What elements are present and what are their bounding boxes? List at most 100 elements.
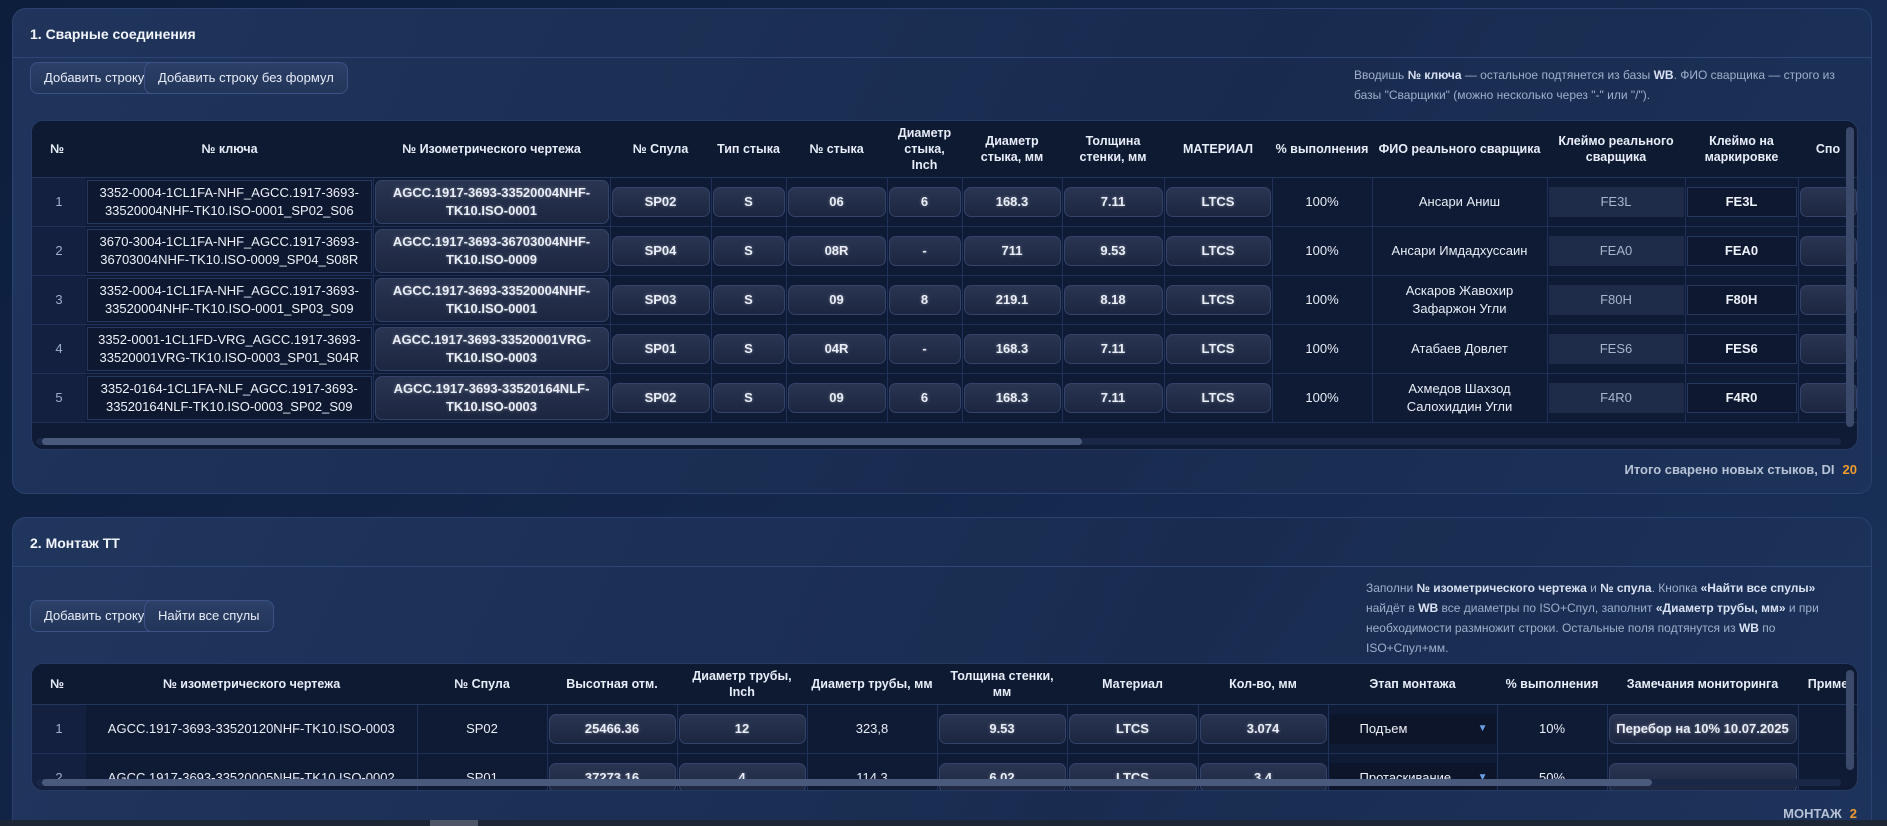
horizontal-scrollbar[interactable] [36,779,1841,786]
cell-welder-stamp[interactable]: FES6 [1548,334,1684,364]
column-header-joint-no: № стыка [786,121,887,178]
cell-diameter-mm[interactable]: 219.1 [963,285,1061,315]
cell-install-stage[interactable]: Протаскивание ▼ [1329,763,1496,790]
cell-marking-stamp[interactable]: FE3L [1686,187,1797,217]
cell-wall-thickness[interactable]: 9.53 [1063,236,1163,266]
column-header-iso-drawing: № Изометрического чертежа [373,121,610,178]
cell-elevation[interactable]: 37273.16 [548,763,676,790]
table-cell: LTCS [1164,275,1273,325]
cell-diameter-inch[interactable]: 6 [888,187,961,217]
cell-quantity[interactable]: 3.4 [1199,763,1327,790]
cell-install-stage[interactable]: Подъем ▼ [1329,714,1496,744]
cell-marking-stamp[interactable]: FES6 [1686,334,1797,364]
cell-wall-thickness[interactable]: 8.18 [1063,285,1163,315]
cell-joint-type[interactable]: S [712,383,785,413]
cell-material[interactable]: LTCS [1165,187,1271,217]
chevron-down-icon[interactable]: ▼ [1477,723,1488,734]
page-scrollbar-thumb[interactable] [430,820,478,826]
cell-welder-stamp[interactable]: F4R0 [1548,383,1684,413]
cell-joint-type[interactable]: S [712,236,785,266]
cell-quantity[interactable]: 3.074 [1199,714,1327,744]
cell-wall-thickness[interactable]: 6.02 [938,763,1066,790]
cell-key[interactable]: 3352-0164-1CL1FA-NLF_AGCC.1917-3693-3352… [87,376,372,420]
cell-marking-stamp[interactable]: F80H [1686,285,1797,315]
cell-spool[interactable]: SP01 [611,334,710,364]
cell-joint-no[interactable]: 06 [787,187,886,217]
cell-diameter-inch[interactable]: 12 [678,714,806,744]
scrollbar-thumb[interactable] [42,779,1652,786]
cell-joint-no[interactable]: 09 [787,285,886,315]
vertical-scrollbar[interactable] [1846,670,1854,770]
cell-num: 4 [55,341,63,356]
cell-joint-type[interactable]: S [712,334,785,364]
cell-joint-type[interactable]: S [712,187,785,217]
scrollbar-thumb[interactable] [42,438,1082,445]
cell-material[interactable]: LTCS [1165,236,1271,266]
cell-spool[interactable]: SP04 [611,236,710,266]
cell-marking-stamp[interactable]: F4R0 [1686,383,1797,413]
cell-iso-drawing[interactable]: AGCC.1917-3693-33520164NLF-TK10.ISO-0003 [374,376,609,420]
table-cell: 8.18 [1062,275,1165,325]
cell-spool[interactable]: SP03 [611,285,710,315]
cell-diameter-mm[interactable]: 168.3 [963,383,1061,413]
vertical-scrollbar[interactable] [1846,127,1854,427]
table-cell: 1 [32,704,86,754]
cell-key[interactable]: 3352-0004-1CL1FA-NHF_AGCC.1917-3693-3352… [87,278,372,322]
cell-key[interactable]: 3670-3004-1CL1FA-NHF_AGCC.1917-3693-3670… [87,229,372,273]
cell-diameter-inch[interactable]: 8 [888,285,961,315]
table-cell: 1 [32,177,86,227]
cell-iso-drawing[interactable]: AGCC.1917-3693-33520004NHF-TK10.ISO-0001 [374,278,609,322]
cell-joint-type[interactable]: S [712,285,785,315]
cell-wall-thickness[interactable]: 7.11 [1063,187,1163,217]
cell-diameter-inch[interactable]: - [888,334,961,364]
cell-diameter-mm[interactable]: 168.3 [963,187,1061,217]
cell-iso-drawing[interactable]: AGCC.1917-3693-36703004NHF-TK10.ISO-0009 [374,229,609,273]
column-header-marking-stamp: Клеймо на маркировке [1685,121,1798,178]
add-row-button[interactable]: Добавить строку [30,600,159,632]
cell-material[interactable]: LTCS [1068,763,1197,790]
cell-material[interactable]: LTCS [1165,383,1271,413]
page-scrollbar[interactable] [0,820,1887,826]
cell-diameter-mm[interactable]: 711 [963,236,1061,266]
cell-material[interactable]: LTCS [1165,334,1271,364]
cell-joint-no[interactable]: 04R [787,334,886,364]
cell-key[interactable]: 3352-0001-1CL1FD-VRG_AGCC.1917-3693-3352… [87,327,372,371]
cell-diameter-mm[interactable]: 168.3 [963,334,1061,364]
cell-completion: 100% [1305,194,1339,209]
horizontal-scrollbar[interactable] [36,438,1841,445]
add-row-button[interactable]: Добавить строку [30,62,159,94]
cell-welder-stamp[interactable]: FE3L [1548,187,1684,217]
cell-monitoring-remarks[interactable] [1608,763,1797,790]
cell-joint-no[interactable]: 09 [787,383,886,413]
table-cell: 3352-0164-1CL1FA-NLF_AGCC.1917-3693-3352… [86,373,374,423]
cell-iso-drawing[interactable]: AGCC.1917-3693-33520004NHF-TK10.ISO-0001 [374,180,609,224]
cell-completion: 100% [1305,341,1339,356]
cell-spool[interactable]: SP02 [611,383,710,413]
cell-joint-no[interactable]: 08R [787,236,886,266]
cell-monitoring-remarks[interactable]: Перебор на 10% 10.07.2025 [1608,714,1797,744]
installation-table: № № изометрического чертежа № Спула Высотна… [31,663,1858,791]
cell-welder-stamp[interactable]: F80H [1548,285,1684,315]
cell-diameter-inch[interactable]: 4 [678,763,806,790]
cell-material[interactable]: LTCS [1165,285,1271,315]
cell-welder-stamp[interactable]: FEA0 [1548,236,1684,266]
cell-marking-stamp[interactable]: FEA0 [1686,236,1797,266]
cell-diameter-inch[interactable]: - [888,236,961,266]
chevron-down-icon[interactable]: ▼ [1477,772,1488,783]
cell-wall-thickness[interactable]: 7.11 [1063,334,1163,364]
add-row-no-formulas-button[interactable]: Добавить строку без формул [144,62,348,94]
table-cell: 06 [786,177,888,227]
cell-spool[interactable]: SP02 [611,187,710,217]
cell-iso-drawing[interactable]: AGCC.1917-3693-33520001VRG-TK10.ISO-0003 [374,327,609,371]
cell-wall-thickness[interactable]: 7.11 [1063,383,1163,413]
section-title: 1. Сварные соединения [30,26,196,42]
cell-key[interactable]: 3352-0004-1CL1FA-NHF_AGCC.1917-3693-3352… [87,180,372,224]
find-all-spools-button[interactable]: Найти все спулы [144,600,274,632]
hint-text: Вводишь № ключа — остальное подтянется и… [1354,68,1835,102]
table-cell: FE3L [1547,177,1686,227]
cell-material[interactable]: LTCS [1068,714,1197,744]
cell-wall-thickness[interactable]: 9.53 [938,714,1066,744]
cell-elevation[interactable]: 25466.36 [548,714,676,744]
cell-diameter-inch[interactable]: 6 [888,383,961,413]
cell-num: 3 [55,292,63,307]
